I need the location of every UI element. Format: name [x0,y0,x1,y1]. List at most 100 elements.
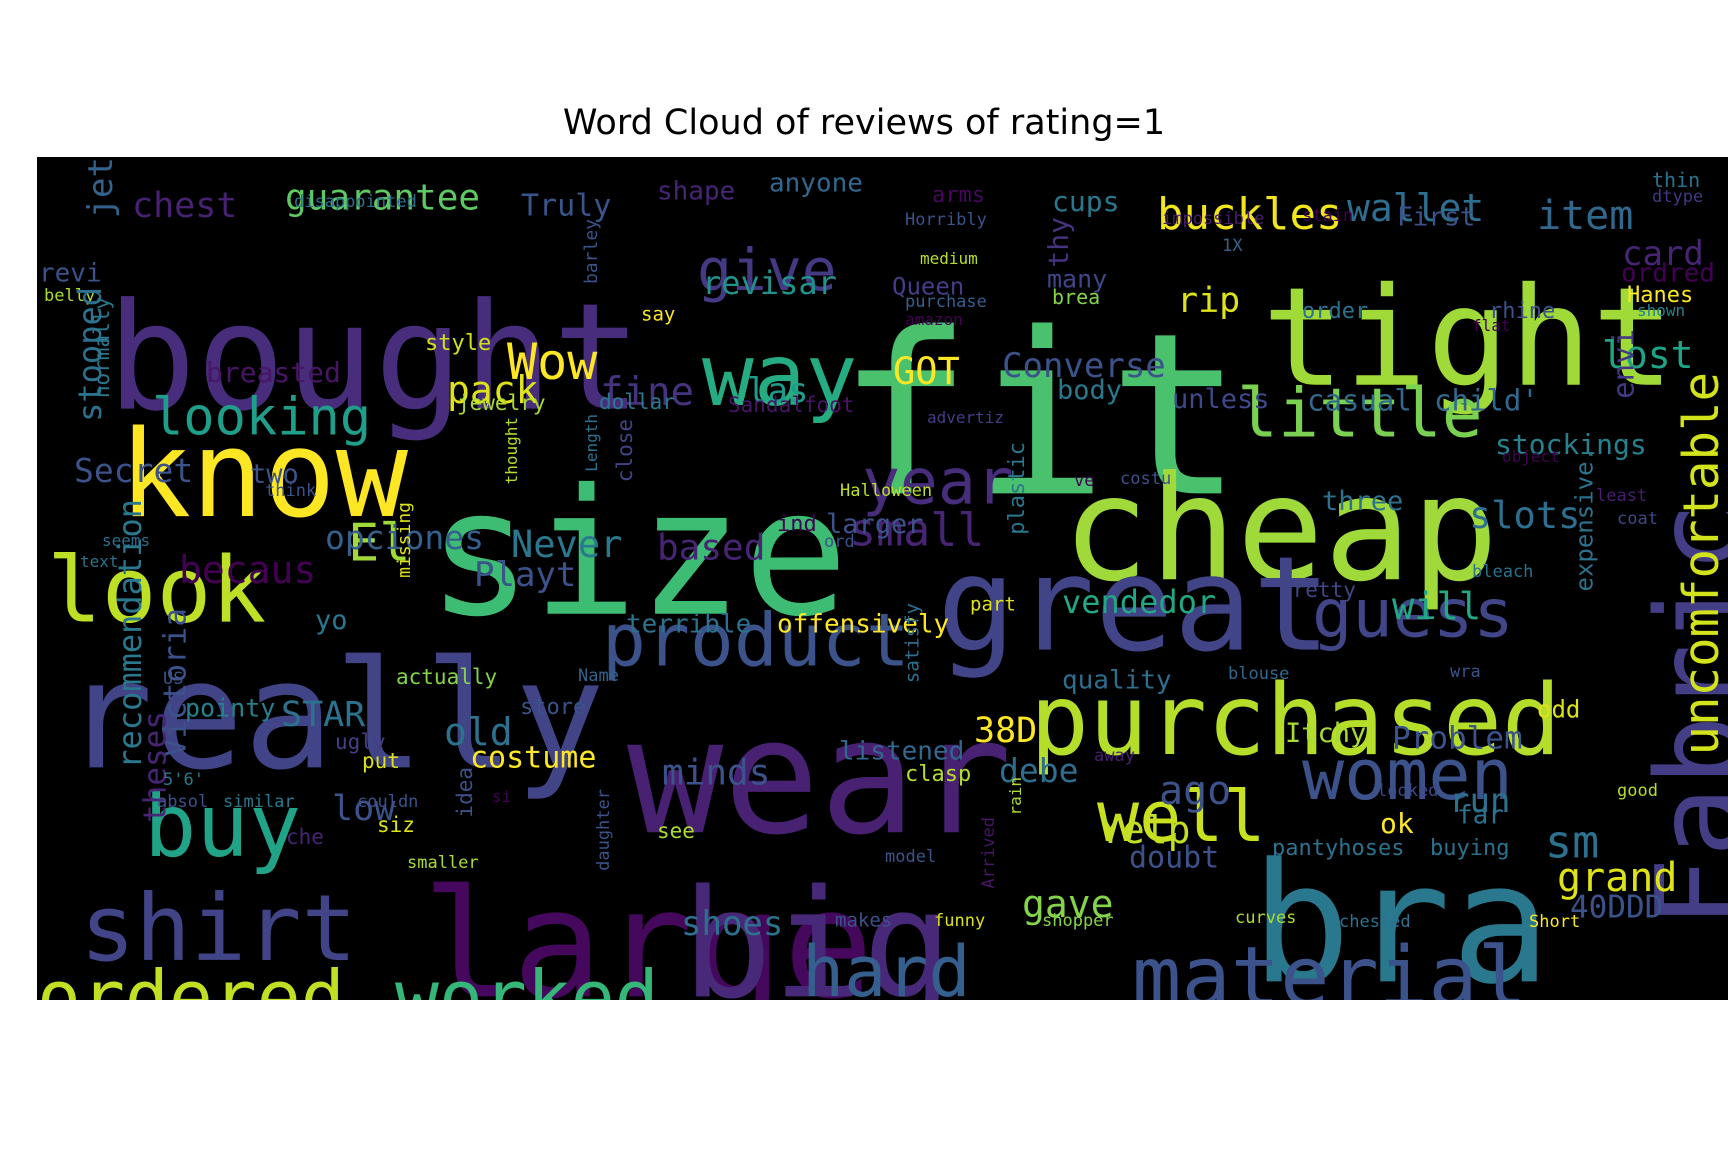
word-fine: fine [600,370,694,415]
word-jewelry: jewelry [457,391,546,415]
word-debe: debe [999,751,1078,790]
word-problem: Problem [1392,720,1523,756]
word-anyone: anyone [769,168,863,198]
word-ordered: ordered [37,956,345,1000]
word-odd: odd [1537,696,1580,724]
word-looked: looked [1377,781,1438,801]
word-jet: jet [81,157,121,218]
word-three: three [1322,486,1403,517]
word-40ddd: 40DDD [1570,889,1663,925]
word-small: small [849,504,984,557]
word-fabric: Fabric [1630,502,1728,928]
word-ordred: ordred [1621,258,1715,288]
word-larger: larger [826,509,924,540]
word-worked: worked [395,956,659,1000]
word-revi: revi [39,258,102,288]
word-wra: wra [1450,662,1481,682]
word-listened: listened [839,736,964,766]
word-vendedor: vendedor [1062,583,1216,621]
word-plastic: plastic [1005,442,1030,535]
word-text: text [80,552,119,571]
word-shape: shape [657,176,735,206]
word-uncomfortable: uncomfortable [1673,372,1728,756]
word-pretty: pretty [1280,578,1356,602]
word-absol: absol [157,792,208,812]
word-got: GOT [893,350,960,393]
word-put: put [362,749,400,773]
word-low: low [332,789,396,829]
word-stain: stain [1302,206,1353,226]
word-cups: cups [1052,185,1119,218]
word-envi: envi [1607,329,1641,399]
word-dollar: dollar [599,390,675,414]
word-secret: Secret [74,451,193,490]
word-similar: similar [223,792,295,812]
word-child: child' [1434,384,1539,418]
word-coat: coat [1617,509,1658,529]
word-will: will [1392,585,1481,628]
chart-title: Word Cloud of reviews of rating=1 [562,103,1166,143]
word-terrible: terrible [626,609,751,639]
word-style: style [425,331,491,356]
word-wow: Wow [507,333,598,391]
word-us: US [163,669,183,689]
word-costu: costu [1120,469,1171,489]
word-idea: idea [453,767,477,818]
word-ord: ord [824,532,855,552]
word-star: STAR [281,695,366,735]
word-know: know [119,406,409,545]
word-rip: rip [1177,281,1240,321]
word-bra: bra [1251,828,1551,1000]
word-yelp: Yelp [1099,808,1191,852]
word-curves: curves [1235,908,1296,928]
word-short: Short [1529,912,1580,932]
word-rhine: rhine [1489,299,1555,324]
word-advertiz: advertiz [927,408,1004,427]
word-buckles: buckles [1157,189,1342,240]
word-funny: funny [934,911,985,931]
word-buy: buy [144,775,301,877]
word-thy: thy [1042,217,1075,268]
word-run: run [1449,781,1510,821]
word-che: che [286,825,324,849]
word-large: large [422,858,874,1000]
word-disappointed: disappointed [294,192,417,212]
word-look: look [47,538,266,643]
word-product: product [602,599,910,684]
word-well: well [1097,776,1266,858]
word-halloween: Halloween [840,481,932,501]
word-normally: normally [90,297,114,398]
word-5-6: 5'6' [163,770,204,790]
word-see: see [657,819,695,843]
word-guarantee: guarantee [285,178,480,219]
word-rain: rain [1006,777,1025,816]
word-good: good [1617,781,1658,801]
word-chested: chested [1339,912,1411,932]
word-name: Name [578,666,619,686]
word-little: little [1237,375,1483,454]
word-part: part [970,594,1016,616]
word-fit: fit [837,285,1243,547]
word-el: El [348,514,411,574]
word-expensive: expensive. [1571,447,1599,592]
word-two: two [250,459,299,490]
word-women: women [1302,734,1513,816]
word-great: great [937,528,1331,681]
word-store: store [520,695,586,720]
word-pantyhoses: pantyhoses [1272,836,1404,861]
word-ugly: ugly [335,730,386,754]
word-truly: Truly [521,189,611,224]
word-wear: wear [627,683,1012,870]
word-brea: brea [1052,285,1100,309]
word-stockings: stockings [1495,428,1647,461]
word-1x: 1X [1222,236,1243,256]
word-theses: theses [137,711,173,823]
word-actually: actually [396,665,497,689]
word-never: Never [511,523,622,566]
word-shopper: shopper [1042,911,1114,931]
word-victoria: Victoria [157,608,193,757]
word-stooped: stooped [71,287,109,422]
word-itchy: Itchy [1285,718,1366,749]
word-couldn: couldn [357,792,418,812]
